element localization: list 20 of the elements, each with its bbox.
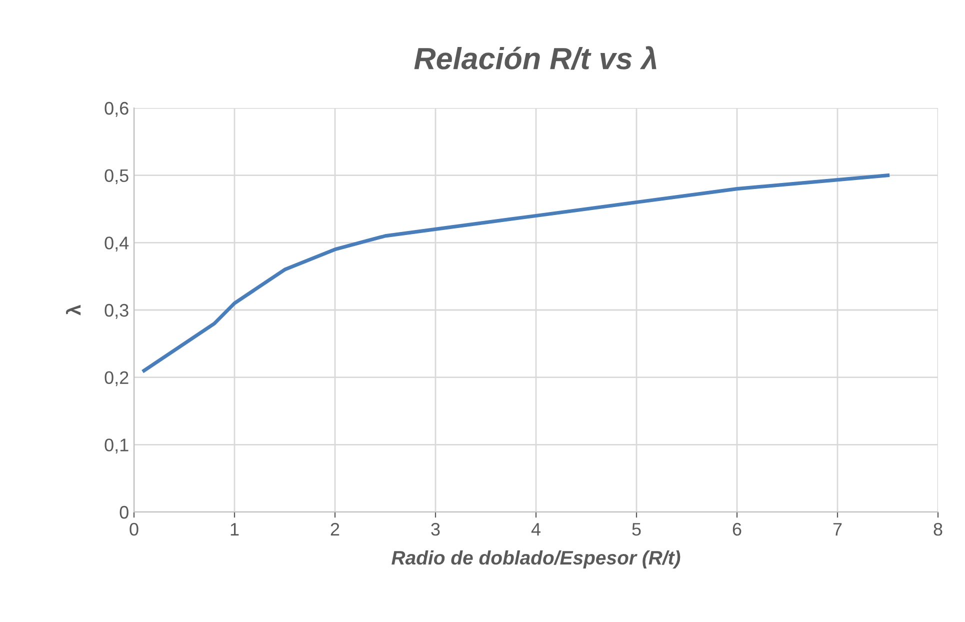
y-tick-label: 0,6 (104, 102, 128, 117)
x-axis-title: Radio de doblado/Espesor (R/t) (392, 550, 680, 568)
x-tick-label: 7 (833, 523, 842, 536)
y-tick-label: 0,1 (104, 438, 128, 454)
chart-title: Relación R/t vs λ (414, 46, 656, 70)
x-tick-label: 8 (934, 522, 942, 536)
x-tick-label: 6 (732, 522, 742, 536)
y-tick-label: 0,5 (104, 169, 128, 184)
x-tick-label: 2 (330, 522, 340, 536)
x-tick-label: 5 (632, 523, 641, 536)
y-tick-label: 0,4 (104, 236, 129, 252)
x-tick-label: 1 (230, 523, 239, 536)
x-tick-label: 0 (130, 522, 138, 536)
y-tick-label: 0,3 (104, 304, 128, 319)
y-tick-label: 0 (120, 506, 128, 519)
x-tick-label: 4 (531, 523, 540, 536)
y-tick-label: 0,2 (104, 371, 128, 386)
y-axis-title: λ (66, 304, 81, 316)
line-series (142, 174, 890, 372)
x-tick-label: 3 (431, 522, 440, 536)
